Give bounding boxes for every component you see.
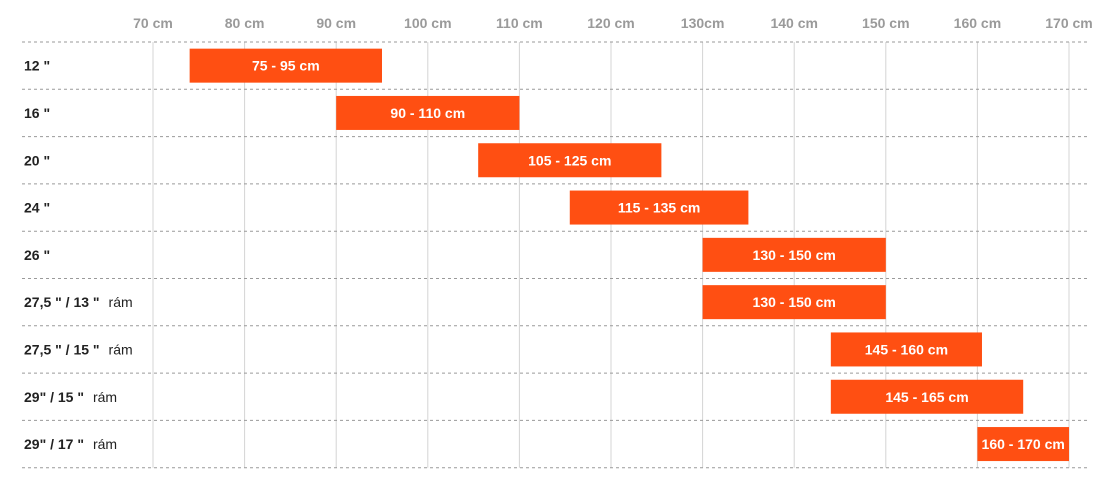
- x-tick-label: 90 cm: [316, 15, 356, 31]
- range-bar: [569, 190, 749, 225]
- range-bar: [830, 332, 982, 367]
- range-bar: [336, 95, 520, 130]
- row-frame-suffix: rám: [93, 389, 117, 405]
- row-label: 29" / 15 " rám: [24, 389, 117, 405]
- bar-value-label: 90 - 110 cm: [390, 105, 465, 121]
- row-labels: 12 "16 "20 "24 "26 "27,5 " / 13 " rám27,5…: [24, 58, 133, 452]
- row-size-label: 20 ": [24, 152, 50, 168]
- range-bar: [189, 48, 382, 83]
- x-axis-tick-labels: 70 cm 80 cm 90 cm 100 cm 110 cm 120 cm 130cm 14…: [133, 15, 1093, 31]
- x-tick-label: 70 cm: [133, 15, 173, 31]
- x-tick-label: 130cm: [681, 15, 725, 31]
- range-bar: [478, 143, 662, 178]
- x-tick-label: 100 cm: [404, 15, 451, 31]
- row-label: 27,5 " / 15 " rám: [24, 341, 133, 357]
- x-tick-label: 110 cm: [496, 15, 543, 31]
- range-bar: [702, 285, 886, 320]
- bar-value-label: 145 - 165 cm: [885, 389, 968, 405]
- row-label: 16 ": [24, 105, 50, 121]
- x-tick-label: 80 cm: [225, 15, 265, 31]
- bar-value-label: 130 - 150 cm: [753, 247, 836, 263]
- range-bar: [830, 379, 1024, 414]
- horizontal-gridlines: [22, 41, 1090, 469]
- bar-value-label: 145 - 160 cm: [865, 341, 948, 357]
- row-frame-suffix: rám: [109, 341, 133, 357]
- row-label: 24 ": [24, 200, 50, 216]
- bar-value-label: 160 - 170 cm: [982, 436, 1065, 452]
- row-label: 12 ": [24, 58, 50, 74]
- range-bars: 75 - 95 cm 90 - 110 cm 105 - 125 cm 115 - 1…: [189, 48, 1069, 462]
- row-label: 26 ": [24, 247, 50, 263]
- bar-value-label: 115 - 135 cm: [618, 200, 701, 216]
- row-size-label: 29" / 15 ": [24, 389, 84, 405]
- row-size-label: 12 ": [24, 58, 50, 74]
- x-tick-label: 120 cm: [587, 15, 634, 31]
- row-size-label: 27,5 " / 15 ": [24, 341, 100, 357]
- bar-value-label: 105 - 125 cm: [528, 152, 611, 168]
- x-tick-label: 150 cm: [862, 15, 909, 31]
- row-size-label: 16 ": [24, 105, 50, 121]
- bar-value-label: 130 - 150 cm: [753, 294, 836, 310]
- x-tick-label: 140 cm: [770, 15, 817, 31]
- x-tick-label: 160 cm: [954, 15, 1001, 31]
- range-bar: [702, 237, 886, 272]
- row-label: 29" / 17 " rám: [24, 436, 117, 452]
- range-bar: [977, 427, 1069, 462]
- row-size-label: 29" / 17 ": [24, 436, 84, 452]
- row-size-label: 24 ": [24, 200, 50, 216]
- row-frame-suffix: rám: [109, 294, 133, 310]
- bar-value-label: 75 - 95 cm: [252, 58, 320, 74]
- x-tick-label: 170 cm: [1045, 15, 1092, 31]
- row-frame-suffix: rám: [93, 436, 117, 452]
- row-size-label: 27,5 " / 13 ": [24, 294, 100, 310]
- row-label: 27,5 " / 13 " rám: [24, 294, 133, 310]
- row-size-label: 26 ": [24, 247, 50, 263]
- row-label: 20 ": [24, 152, 50, 168]
